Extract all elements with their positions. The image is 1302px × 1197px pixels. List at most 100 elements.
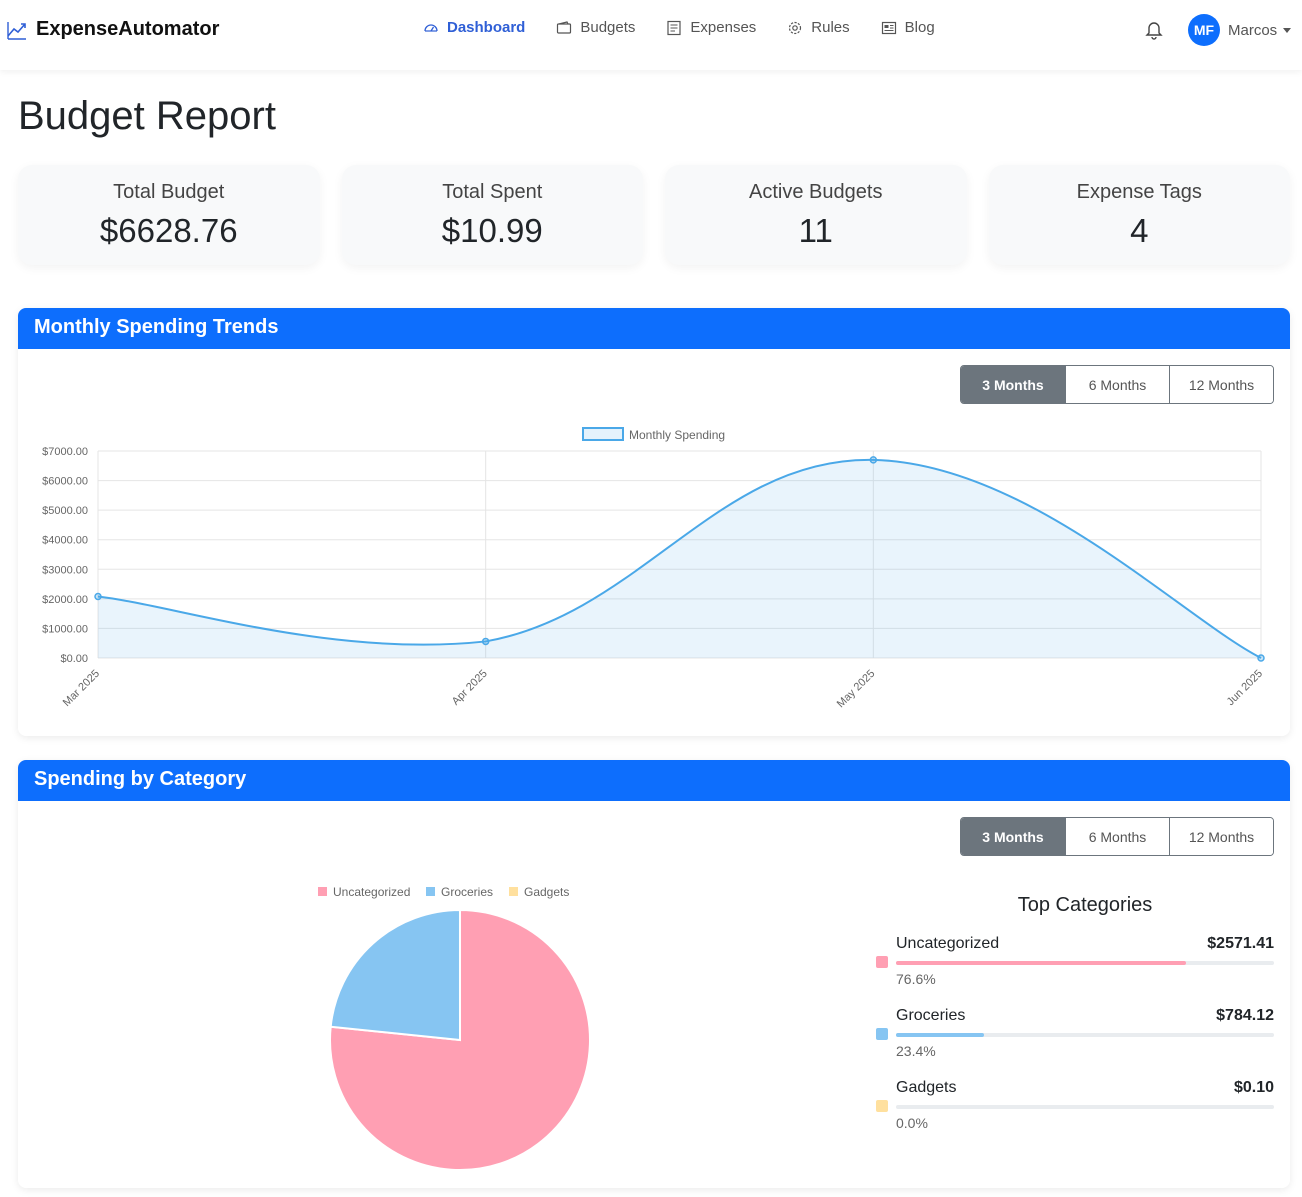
category-name: Groceries: [896, 1007, 966, 1024]
category-percent: 23.4%: [896, 1043, 936, 1059]
data-point[interactable]: [481, 637, 490, 646]
series-area: [98, 459, 1261, 658]
chart-legend[interactable]: Monthly Spending: [582, 427, 725, 442]
legend-label[interactable]: Uncategorized: [333, 885, 410, 899]
nav-dashboard-label: Dashboard: [447, 19, 526, 36]
avatar: MF: [1188, 14, 1220, 46]
stat-label: Active Budgets: [749, 181, 883, 203]
category-amount: $0.10: [1233, 1079, 1274, 1096]
nav-rules-label: Rules: [811, 19, 850, 36]
category-range-12-months[interactable]: 12 Months: [1169, 818, 1273, 855]
data-point[interactable]: [869, 456, 878, 464]
trends-card-title: Monthly Spending Trends: [18, 308, 1290, 349]
stat-value: $6628.76: [99, 212, 238, 249]
legend-label[interactable]: Gadgets: [524, 885, 569, 899]
category-range-3-months[interactable]: 3 Months: [961, 818, 1065, 855]
newspaper-icon: [881, 21, 896, 34]
trends-range-12-months[interactable]: 12 Months: [1169, 366, 1273, 403]
nav-rules[interactable]: Rules: [787, 19, 850, 36]
category-progress: [896, 961, 1274, 965]
x-tick-label: Mar 2025: [61, 668, 102, 709]
category-name: Gadgets: [896, 1079, 957, 1096]
category-progress: [896, 1033, 1274, 1037]
y-tick-label: $0.00: [60, 653, 88, 665]
legend-label: Monthly Spending: [629, 428, 725, 442]
brand-name: ExpenseAutomator: [36, 18, 220, 40]
page-title: Budget Report: [18, 94, 276, 138]
nav-budgets-label: Budgets: [580, 19, 636, 36]
x-axis-ticks: Mar 2025 Apr 2025 May 2025 Jun 2025: [61, 668, 1265, 711]
legend-swatch: [426, 887, 435, 896]
y-tick-label: $5000.00: [42, 505, 88, 517]
trends-range-3-months[interactable]: 3 Months: [961, 366, 1065, 403]
pie-slice[interactable]: [329, 908, 462, 1042]
category-swatch: [876, 1028, 888, 1040]
category-percent: 0.0%: [896, 1115, 928, 1131]
chevron-down-icon: [1283, 27, 1292, 33]
nav-blog-label: Blog: [904, 19, 935, 36]
stat-total-spent: Total Spent $10.99: [341, 165, 643, 265]
legend-label[interactable]: Groceries: [441, 885, 493, 899]
data-point[interactable]: [1257, 654, 1265, 662]
y-tick-label: $7000.00: [42, 446, 88, 458]
y-tick-label: $4000.00: [42, 535, 88, 547]
trends-range-group: 3 Months 6 Months 12 Months: [960, 365, 1274, 404]
stat-expense-tags: Expense Tags 4: [988, 165, 1290, 265]
monthly-spending-chart: $7000.00 $6000.00 $5000.00 $4000.00 $3000.00…: [42, 427, 1265, 711]
trending-up-icon: [7, 21, 26, 40]
series-line: [97, 458, 1262, 659]
legend-swatch: [318, 887, 327, 896]
chart-grid: [97, 450, 1262, 659]
stat-total-budget: Total Budget $6628.76: [18, 165, 320, 265]
navbar: ExpenseAutomator Dashboard Budgets Expen…: [0, 0, 1302, 70]
stat-label: Expense Tags: [1076, 181, 1202, 203]
nav-expenses[interactable]: Expenses: [666, 19, 756, 36]
y-axis-ticks: $7000.00 $6000.00 $5000.00 $4000.00 $3000.00…: [42, 446, 88, 665]
nav-blog[interactable]: Blog: [881, 19, 935, 36]
bell-icon: [1145, 22, 1163, 40]
y-tick-label: $1000.00: [42, 623, 88, 635]
category-pie-chart: Uncategorized Groceries Gadgets: [318, 885, 591, 1171]
x-tick-label: Jun 2025: [1225, 668, 1265, 708]
stat-label: Total Spent: [442, 181, 543, 203]
stat-value: 4: [1130, 212, 1149, 249]
user-name: Marcos: [1228, 21, 1278, 39]
data-point[interactable]: [94, 592, 102, 601]
top-categories: Top Categories Uncategorized $2571.41 76…: [876, 894, 1274, 1133]
trends-card: Monthly Spending Trends 3 Months 6 Month…: [18, 308, 1290, 736]
list-item: Gadgets $0.10 0.0%: [876, 1061, 1274, 1133]
legend-swatch: [509, 887, 518, 896]
y-tick-label: $6000.00: [42, 476, 88, 488]
category-amount: $2571.41: [1207, 935, 1274, 952]
category-name: Uncategorized: [896, 935, 1000, 952]
wallet-icon: [557, 20, 572, 34]
main-nav: Dashboard Budgets Expenses Rules Blog: [423, 19, 966, 36]
top-categories-title: Top Categories: [1017, 894, 1153, 916]
nav-dashboard[interactable]: Dashboard: [423, 19, 525, 36]
stat-value: 11: [798, 212, 833, 249]
nav-budgets[interactable]: Budgets: [556, 19, 635, 36]
y-tick-label: $3000.00: [42, 564, 88, 576]
category-range-group: 3 Months 6 Months 12 Months: [960, 817, 1274, 856]
receipt-icon: [667, 20, 682, 35]
stat-label: Total Budget: [113, 181, 225, 203]
x-tick-label: Apr 2025: [450, 668, 490, 708]
list-item: Groceries $784.12 23.4%: [876, 989, 1274, 1061]
y-tick-label: $2000.00: [42, 594, 88, 606]
category-range-6-months[interactable]: 6 Months: [1065, 818, 1169, 855]
pie-legend: Uncategorized Groceries Gadgets: [318, 885, 569, 899]
user-menu[interactable]: MF Marcos: [1188, 14, 1292, 46]
category-card-title: Spending by Category: [18, 760, 1290, 801]
stats-row: Total Budget $6628.76 Total Spent $10.99…: [18, 165, 1290, 265]
notifications-button[interactable]: [1143, 18, 1165, 45]
speedometer-icon: [424, 23, 438, 32]
x-tick-label: May 2025: [835, 668, 878, 711]
legend-swatch: [582, 427, 624, 441]
category-amount: $784.12: [1216, 1007, 1274, 1024]
stat-value: $10.99: [441, 212, 543, 249]
trends-range-6-months[interactable]: 6 Months: [1065, 366, 1169, 403]
gear-icon: [789, 21, 802, 34]
category-card: Spending by Category 3 Months 6 Months 1…: [18, 760, 1290, 1188]
brand-link[interactable]: ExpenseAutomator: [6, 18, 219, 41]
nav-expenses-label: Expenses: [690, 19, 757, 36]
